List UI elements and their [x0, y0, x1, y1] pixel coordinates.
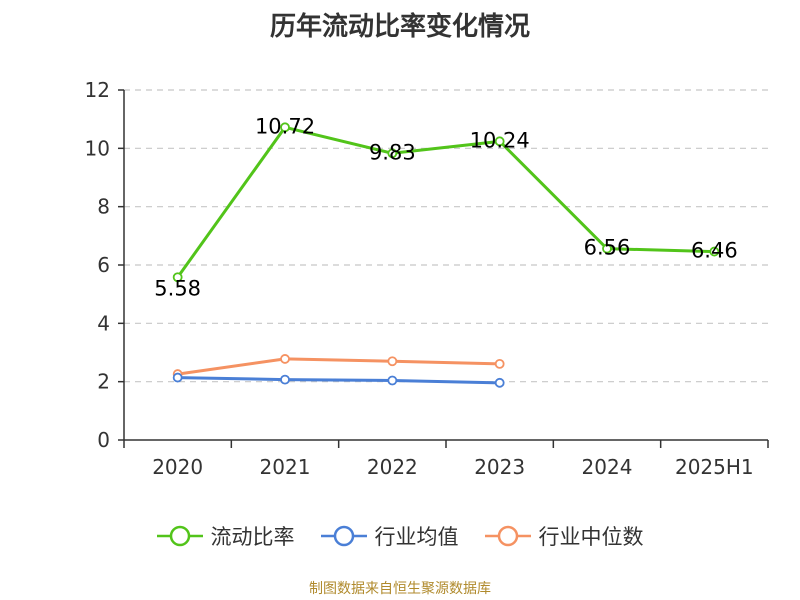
y-tick-label-4: 8	[97, 195, 110, 219]
data-point-s0-1	[280, 122, 290, 133]
legend-label-series-2: 行业中位数	[538, 525, 644, 549]
data-point-s0-4	[602, 243, 612, 254]
data-label-1: 10.72	[255, 114, 315, 138]
x-tick-label-5: 2025H1	[675, 455, 754, 479]
legend-marker-series-2	[484, 525, 531, 547]
series-line-1	[177, 376, 500, 385]
data-point-s2-1	[280, 354, 290, 364]
x-tick-label-2: 2022	[367, 455, 418, 479]
legend-item-series-1[interactable]: 行业均值	[320, 521, 459, 551]
data-point-s0-5	[709, 246, 720, 257]
grid-lines	[124, 89, 768, 383]
data-label-0: 5.58	[154, 276, 201, 300]
axes: 0 2 4 6 8 10 12 2020 2021 2022 2023 2024 2025H1	[85, 78, 769, 479]
data-label-2: 9.83	[369, 140, 416, 164]
data-point-s1-2	[387, 375, 398, 386]
data-point-s0-0	[172, 272, 183, 283]
data-point-s2-2	[387, 356, 398, 367]
data-point-s0-2	[387, 148, 398, 159]
y-tick-label-0: 0	[97, 428, 110, 452]
data-labels: 5.58 10.72 9.83 10.24 6.56 6.46	[154, 114, 737, 300]
data-label-4: 6.56	[584, 236, 631, 260]
legend: 流动比率 行业均值 行业中位数	[0, 521, 800, 551]
legend-marker-series-0	[156, 525, 203, 547]
data-point-s1-3	[494, 377, 505, 388]
series-line-2	[177, 357, 500, 376]
legend-label-series-1: 行业均值	[374, 525, 459, 549]
data-point-s0-3	[494, 136, 505, 147]
data-point-s1-0	[172, 372, 183, 383]
x-tick-label-4: 2024	[582, 455, 633, 479]
data-point-s1-1	[280, 374, 290, 385]
y-tick-label-2: 4	[97, 311, 110, 335]
series-line-0	[176, 125, 715, 279]
legend-marker-series-1	[320, 525, 367, 547]
y-tick-label-1: 2	[97, 370, 110, 394]
x-tick-label-3: 2023	[474, 455, 525, 479]
x-tick-label-1: 2021	[260, 455, 311, 479]
y-tick-label-3: 6	[97, 253, 110, 277]
data-point-s2-3	[494, 358, 505, 369]
y-tick-label-5: 10	[85, 136, 110, 160]
series-lines	[172, 122, 720, 388]
data-label-5: 6.46	[691, 239, 738, 263]
legend-item-series-2[interactable]: 行业中位数	[484, 521, 644, 551]
chart-title: 历年流动比率变化情况	[269, 12, 530, 42]
data-label-3: 10.24	[470, 128, 530, 152]
y-tick-label-6: 12	[85, 78, 110, 102]
legend-label-series-0: 流动比率	[210, 525, 295, 549]
legend-item-series-0[interactable]: 流动比率	[156, 521, 295, 551]
source-note: 制图数据来自恒生聚源数据库	[309, 581, 491, 597]
x-tick-label-0: 2020	[152, 455, 203, 479]
